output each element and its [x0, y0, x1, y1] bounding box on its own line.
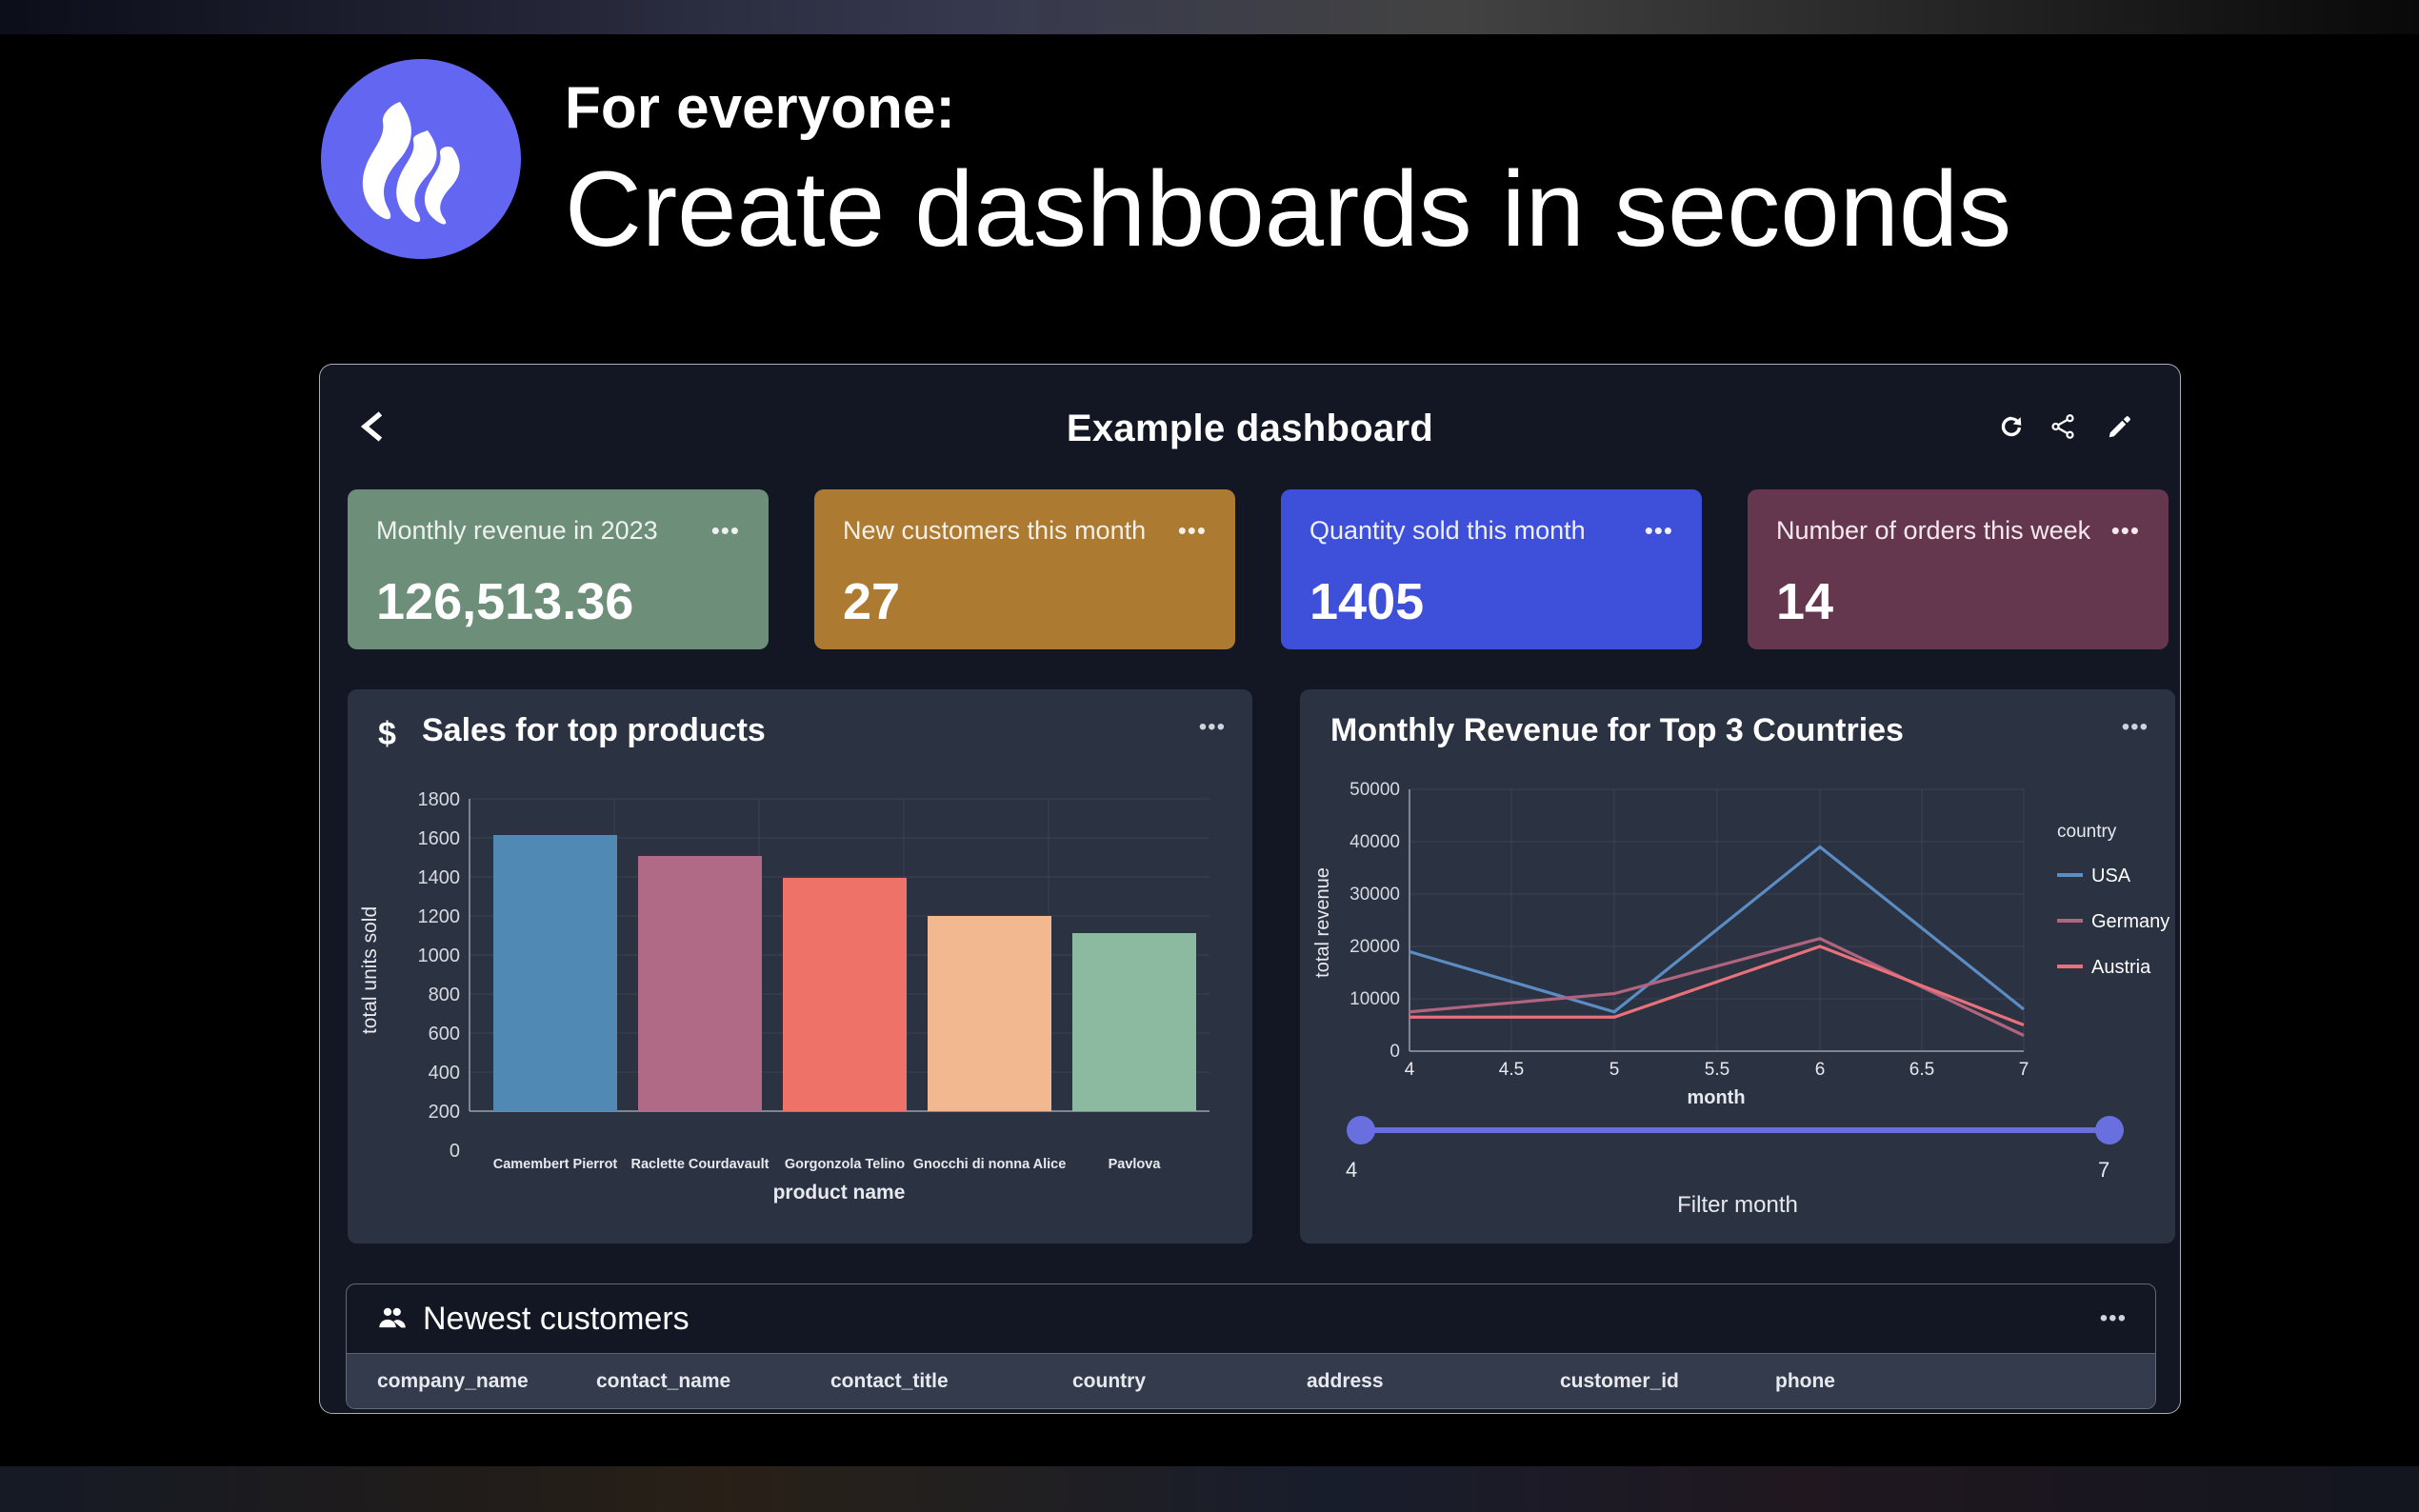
svg-text:50000: 50000 [1349, 780, 1400, 800]
svg-text:10000: 10000 [1349, 989, 1400, 1009]
svg-text:5.5: 5.5 [1705, 1060, 1729, 1080]
svg-text:Camembert Pierrot: Camembert Pierrot [493, 1157, 618, 1172]
svg-text:400: 400 [429, 1063, 460, 1084]
svg-text:month: month [1687, 1087, 1745, 1108]
svg-text:Germany: Germany [2091, 911, 2169, 932]
svg-text:USA: USA [2091, 865, 2131, 886]
svg-text:1400: 1400 [418, 867, 461, 888]
svg-text:Gorgonzola Telino: Gorgonzola Telino [785, 1157, 905, 1172]
svg-text:product name: product name [773, 1182, 906, 1204]
svg-text:5: 5 [1609, 1060, 1620, 1080]
svg-text:20000: 20000 [1349, 937, 1400, 957]
svg-text:4.5: 4.5 [1499, 1060, 1524, 1080]
svg-text:6: 6 [1815, 1060, 1826, 1080]
svg-text:4: 4 [1405, 1060, 1415, 1080]
svg-text:0: 0 [1389, 1042, 1400, 1062]
svg-text:600: 600 [429, 1024, 460, 1044]
svg-text:40000: 40000 [1349, 832, 1400, 852]
svg-text:Raclette Courdavault: Raclette Courdavault [630, 1157, 769, 1172]
svg-text:1000: 1000 [418, 945, 461, 966]
svg-text:Gnocchi di nonna Alice: Gnocchi di nonna Alice [913, 1157, 1067, 1172]
svg-text:7: 7 [2019, 1060, 2029, 1080]
svg-text:800: 800 [429, 985, 460, 1005]
svg-text:6.5: 6.5 [1909, 1060, 1934, 1080]
svg-text:country: country [2057, 822, 2117, 842]
svg-text:30000: 30000 [1349, 885, 1400, 905]
svg-text:200: 200 [429, 1102, 460, 1123]
svg-text:total units sold: total units sold [359, 906, 381, 1034]
svg-text:1200: 1200 [418, 906, 461, 927]
svg-text:0: 0 [450, 1141, 460, 1162]
svg-text:total revenue: total revenue [1312, 867, 1333, 978]
svg-text:Austria: Austria [2091, 957, 2151, 978]
svg-text:Pavlova: Pavlova [1109, 1157, 1162, 1172]
svg-text:1800: 1800 [418, 789, 461, 810]
svg-text:1600: 1600 [418, 828, 461, 849]
